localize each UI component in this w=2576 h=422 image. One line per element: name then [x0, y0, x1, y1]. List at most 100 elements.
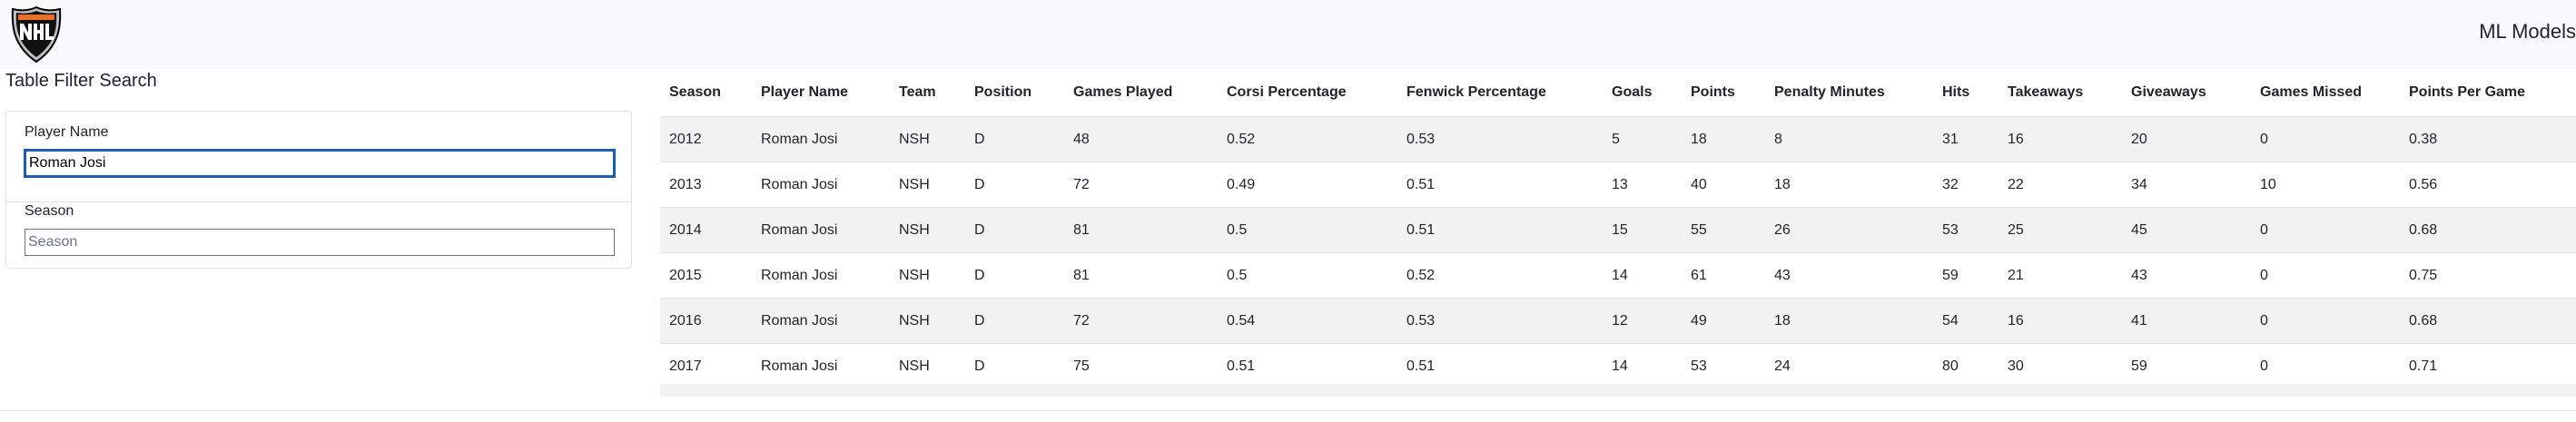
column-header-player-name[interactable]: Player Name — [752, 69, 890, 117]
table-cell: NSH — [890, 298, 965, 344]
table-cell: 24 — [1765, 343, 1933, 389]
table-cell: 41 — [2122, 298, 2251, 344]
table-cell: 61 — [1682, 252, 1765, 299]
column-header-games-played[interactable]: Games Played — [1064, 69, 1218, 117]
table-cell: 25 — [1999, 207, 2122, 253]
table-cell: 81 — [1064, 252, 1218, 299]
table-cell: 32 — [1933, 162, 1999, 208]
nhl-shield-logo-icon[interactable] — [9, 5, 64, 64]
table-cell: 5 — [1603, 116, 1682, 162]
column-header-points[interactable]: Points — [1682, 69, 1765, 117]
table-cell: Roman Josi — [752, 298, 890, 344]
table-cell: 0.68 — [2400, 207, 2576, 253]
table-cell: 2017 — [660, 343, 752, 389]
table-cell: 81 — [1064, 207, 1218, 253]
table-cell: NSH — [890, 162, 965, 208]
column-header-position[interactable]: Position — [965, 69, 1064, 117]
table-cell: 8 — [1765, 116, 1933, 162]
table-cell: 0.5 — [1218, 207, 1397, 253]
filter-panel-title: Table Filter Search — [5, 71, 157, 91]
table-cell: D — [965, 343, 1064, 389]
player-name-field-group: Player Name — [6, 124, 631, 202]
table-cell: Roman Josi — [752, 207, 890, 253]
season-label: Season — [25, 203, 74, 219]
table-cell: 0.51 — [1397, 162, 1603, 208]
table-cell: 2012 — [660, 116, 752, 162]
table-cell: D — [965, 162, 1064, 208]
table-cell: 0.54 — [1218, 298, 1397, 344]
table-cell: 26 — [1765, 207, 1933, 253]
table-cell: 53 — [1682, 343, 1765, 389]
table-cell: 30 — [1999, 343, 2122, 389]
table-cell: 0.52 — [1397, 252, 1603, 299]
table-cell: NSH — [890, 343, 965, 389]
table-cell: 0.52 — [1218, 116, 1397, 162]
column-header-hits[interactable]: Hits — [1933, 69, 1999, 117]
table-cell: 2015 — [660, 252, 752, 299]
column-header-team[interactable]: Team — [890, 69, 965, 117]
column-header-penalty-minutes[interactable]: Penalty Minutes — [1765, 69, 1933, 117]
table-cell: Roman Josi — [752, 116, 890, 162]
table-cell: 0.71 — [2400, 343, 2576, 389]
table-cell: 80 — [1933, 343, 1999, 389]
column-header-goals[interactable]: Goals — [1603, 69, 1682, 117]
table-row: 2017 Roman Josi NSH D 75 0.51 0.51 14 53… — [660, 343, 2576, 389]
column-header-points-per-game[interactable]: Points Per Game — [2400, 69, 2576, 117]
table-cell: 13 — [1603, 162, 1682, 208]
column-header-games-missed[interactable]: Games Missed — [2251, 69, 2400, 117]
table-row: 2013 Roman Josi NSH D 72 0.49 0.51 13 40… — [660, 162, 2576, 208]
table-cell: 21 — [1999, 252, 2122, 299]
table-cell: 72 — [1064, 162, 1218, 208]
table-cell: 18 — [1765, 298, 1933, 344]
table-cell: Roman Josi — [752, 252, 890, 299]
table-cell: 59 — [1933, 252, 1999, 299]
table-footer-strip — [660, 384, 2576, 397]
table-cell: 49 — [1682, 298, 1765, 344]
table-row: 2014 Roman Josi NSH D 81 0.5 0.51 15 55 … — [660, 207, 2576, 253]
player-name-label: Player Name — [25, 124, 109, 140]
table-header-row: Season Player Name Team Position Games P… — [660, 69, 2576, 117]
table-cell: D — [965, 207, 1064, 253]
table-cell: 0 — [2251, 207, 2400, 253]
table-cell: 0.51 — [1397, 343, 1603, 389]
season-input[interactable] — [25, 229, 615, 256]
table-cell: 0 — [2251, 252, 2400, 299]
table-cell: 12 — [1603, 298, 1682, 344]
table-cell: 22 — [1999, 162, 2122, 208]
table-cell: 53 — [1933, 207, 1999, 253]
player-name-input[interactable] — [25, 150, 615, 177]
column-header-season[interactable]: Season — [660, 69, 752, 117]
column-header-takeaways[interactable]: Takeaways — [1999, 69, 2122, 117]
table-cell: 34 — [2122, 162, 2251, 208]
table-cell: NSH — [890, 252, 965, 299]
table-cell: 40 — [1682, 162, 1765, 208]
table-cell: 0.5 — [1218, 252, 1397, 299]
table-cell: 10 — [2251, 162, 2400, 208]
table-cell: 59 — [2122, 343, 2251, 389]
table-cell: NSH — [890, 207, 965, 253]
column-header-corsi-percentage[interactable]: Corsi Percentage — [1218, 69, 1397, 117]
ml-models-link[interactable]: ML Models — [2479, 20, 2576, 43]
table-cell: 2016 — [660, 298, 752, 344]
table-cell: 31 — [1933, 116, 1999, 162]
table-cell: D — [965, 116, 1064, 162]
table-body: 2012 Roman Josi NSH D 48 0.52 0.53 5 18 … — [660, 116, 2576, 389]
column-header-fenwick-percentage[interactable]: Fenwick Percentage — [1397, 69, 1603, 117]
table-cell: 48 — [1064, 116, 1218, 162]
stats-table: Season Player Name Team Position Games P… — [660, 69, 2576, 389]
table-cell: 16 — [1999, 298, 2122, 344]
table-cell: 0.75 — [2400, 252, 2576, 299]
table-cell: 16 — [1999, 116, 2122, 162]
table-cell: 72 — [1064, 298, 1218, 344]
table-cell: 0.68 — [2400, 298, 2576, 344]
table-cell: 18 — [1765, 162, 1933, 208]
table-cell: Roman Josi — [752, 343, 890, 389]
table-cell: D — [965, 298, 1064, 344]
table-cell: 0 — [2251, 116, 2400, 162]
table-cell: 0.51 — [1397, 207, 1603, 253]
table-cell: 18 — [1682, 116, 1765, 162]
column-header-giveaways[interactable]: Giveaways — [2122, 69, 2251, 117]
table-cell: 14 — [1603, 252, 1682, 299]
table-cell: 20 — [2122, 116, 2251, 162]
table-cell: 0.49 — [1218, 162, 1397, 208]
